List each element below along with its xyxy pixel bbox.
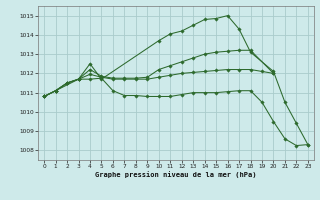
X-axis label: Graphe pression niveau de la mer (hPa): Graphe pression niveau de la mer (hPa) <box>95 171 257 178</box>
